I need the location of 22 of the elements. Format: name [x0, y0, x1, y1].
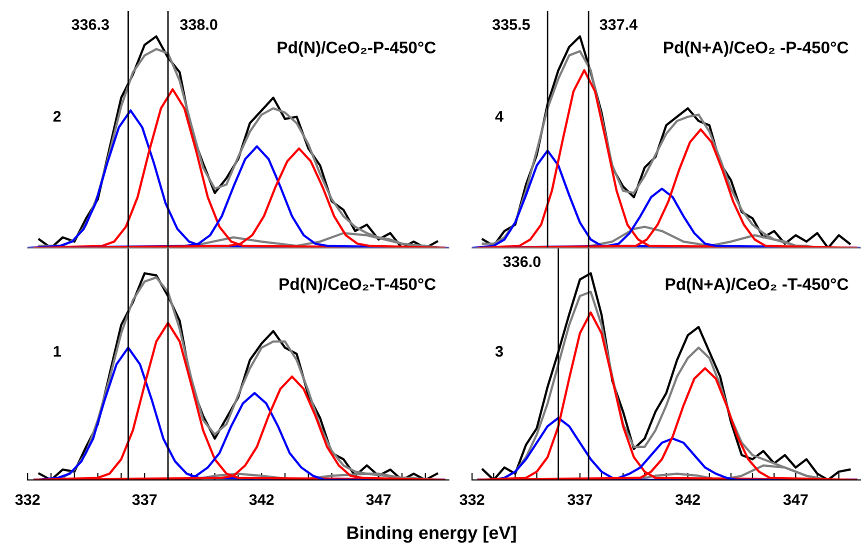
chart-title: Pd(N)/CeO₂-T-450°C — [280, 278, 436, 294]
annotation: 4 — [495, 111, 504, 122]
x-tick-label: 337 — [132, 494, 157, 506]
ref-line-label: 336.0 — [503, 256, 540, 268]
x-axis-title: Binding energy [eV] — [347, 526, 516, 543]
ref-line-label: 335.5 — [492, 19, 530, 30]
x-tick-label: 347 — [783, 494, 808, 506]
x-tick-label: 347 — [366, 494, 391, 506]
chart-title: Pd(N+A)/CeO₂ -T-450°C — [666, 278, 848, 294]
annotation: 1 — [54, 346, 61, 357]
x-tick-label: 332 — [15, 494, 40, 506]
chart-title: Pd(N+A)/CeO₂ -P-450°C — [664, 41, 848, 57]
x-tick-label: 342 — [675, 494, 700, 506]
annotation: 2 — [53, 110, 61, 122]
x-tick-label: 337 — [568, 494, 592, 506]
x-tick-label: 342 — [249, 494, 274, 506]
ref-line-label: 337.4 — [600, 19, 638, 30]
ref-line-label: 338.0 — [180, 19, 218, 30]
x-tick-label: 332 — [460, 494, 484, 506]
ref-line-label: 336.3 — [72, 19, 109, 30]
chart-title: Pd(N)/CeO₂-P-450°C — [278, 41, 436, 57]
annotation: 3 — [495, 346, 503, 357]
